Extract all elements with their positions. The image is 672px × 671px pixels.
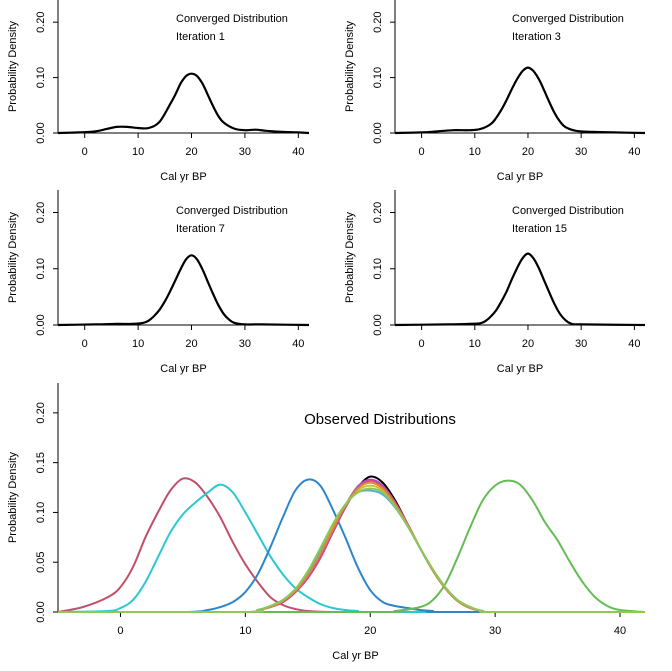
x-tick-label: 40 — [628, 338, 640, 350]
y-tick-label: 0.00 — [35, 314, 47, 335]
x-axis-label: Cal yr BP — [160, 171, 206, 183]
y-axis-label: Probability Density — [7, 20, 19, 112]
y-axis-label: Probability Density — [344, 211, 356, 303]
annotation-2: Iteration 15 — [512, 223, 567, 235]
y-axis-label: Probability Density — [7, 211, 19, 303]
y-tick-label: 0.20 — [372, 202, 384, 223]
annotation-1: Converged Distribution — [512, 13, 624, 25]
x-tick-label: 0 — [82, 146, 88, 158]
annotation-1: Converged Distribution — [512, 205, 624, 217]
x-tick-label: 20 — [364, 625, 376, 637]
x-tick-label: 10 — [469, 146, 481, 158]
chart-panel-3: 0 10 20 30 40 0.00 0.10 0.20 Cal yr BP Probabilit… — [7, 190, 310, 375]
series-line-9 — [58, 481, 645, 614]
x-axis-label: Cal yr BP — [497, 363, 543, 375]
x-tick-label: 10 — [132, 338, 144, 350]
y-tick-label: 0.05 — [35, 552, 47, 573]
x-tick-label: 30 — [489, 625, 501, 637]
chart-panel-5: 0 10 20 30 40 0.00 0.05 0.10 0.15 0.20 Cal yr BP Pr… — [7, 383, 646, 662]
x-tick-label: 40 — [614, 625, 626, 637]
y-tick-label: 0.15 — [35, 452, 47, 473]
x-tick-label: 10 — [239, 625, 251, 637]
x-axis-label: Cal yr BP — [497, 171, 543, 183]
chart-panel-4: 0 10 20 30 40 0.00 0.10 0.20 Cal yr BP Probabilit… — [344, 190, 646, 375]
x-tick-label: 10 — [132, 146, 144, 158]
chart-panel-1: 0 10 20 30 40 0.00 0.10 0.20 Cal yr BP Probabilit… — [7, 0, 310, 183]
y-tick-label: 0.10 — [372, 258, 384, 279]
annotation-1: Converged Distribution — [176, 13, 288, 25]
series-line-4 — [58, 479, 646, 614]
series-line-7 — [58, 479, 645, 614]
series-line-1 — [57, 72, 310, 135]
y-axis-label: Probability Density — [344, 20, 356, 112]
x-tick-label: 20 — [522, 146, 534, 158]
y-tick-label: 0.20 — [35, 402, 47, 423]
x-tick-label: 0 — [419, 338, 425, 350]
series-line-1 — [57, 477, 371, 613]
y-tick-label: 0.20 — [372, 11, 384, 32]
x-axis-label: Cal yr BP — [160, 363, 206, 375]
y-tick-label: 0.20 — [35, 202, 47, 223]
series-line-1 — [394, 66, 646, 135]
y-tick-label: 0.10 — [372, 67, 384, 88]
y-tick-label: 0.00 — [35, 601, 47, 622]
x-tick-label: 0 — [117, 625, 123, 637]
y-tick-label: 0.00 — [35, 122, 47, 143]
series-line-6 — [58, 478, 645, 614]
x-tick-label: 0 — [82, 338, 88, 350]
x-tick-label: 30 — [575, 146, 587, 158]
chart-panel-2: 0 10 20 30 40 0.00 0.10 0.20 Cal yr BP Probabilit… — [344, 0, 646, 183]
y-axis-label: Probability Density — [7, 451, 19, 543]
series-line-11 — [58, 487, 645, 614]
y-tick-label: 0.00 — [372, 122, 384, 143]
series-line-1 — [57, 254, 310, 327]
x-tick-label: 20 — [522, 338, 534, 350]
x-tick-label: 40 — [292, 338, 304, 350]
x-tick-label: 0 — [419, 146, 425, 158]
y-tick-label: 0.00 — [372, 314, 384, 335]
x-tick-label: 40 — [292, 146, 304, 158]
annotation-2: Iteration 7 — [176, 223, 225, 235]
x-tick-label: 10 — [469, 338, 481, 350]
series-line-8 — [58, 484, 645, 614]
y-tick-label: 0.10 — [35, 502, 47, 523]
x-tick-label: 20 — [185, 338, 197, 350]
series-line-3 — [58, 478, 645, 614]
x-tick-label: 30 — [575, 338, 587, 350]
annotation-2: Iteration 1 — [176, 31, 225, 43]
x-tick-label: 30 — [239, 146, 251, 158]
y-tick-label: 0.20 — [35, 11, 47, 32]
series-line-1 — [394, 252, 646, 327]
x-tick-label: 40 — [628, 146, 640, 158]
x-axis-label: Cal yr BP — [332, 650, 378, 662]
y-tick-label: 0.10 — [35, 67, 47, 88]
series-line-2 — [57, 483, 645, 614]
annotation-1: Observed Distributions — [304, 411, 456, 428]
x-tick-label: 30 — [239, 338, 251, 350]
y-tick-label: 0.10 — [35, 258, 47, 279]
annotation-2: Iteration 3 — [512, 31, 561, 43]
annotation-1: Converged Distribution — [176, 205, 288, 217]
x-tick-label: 20 — [185, 146, 197, 158]
